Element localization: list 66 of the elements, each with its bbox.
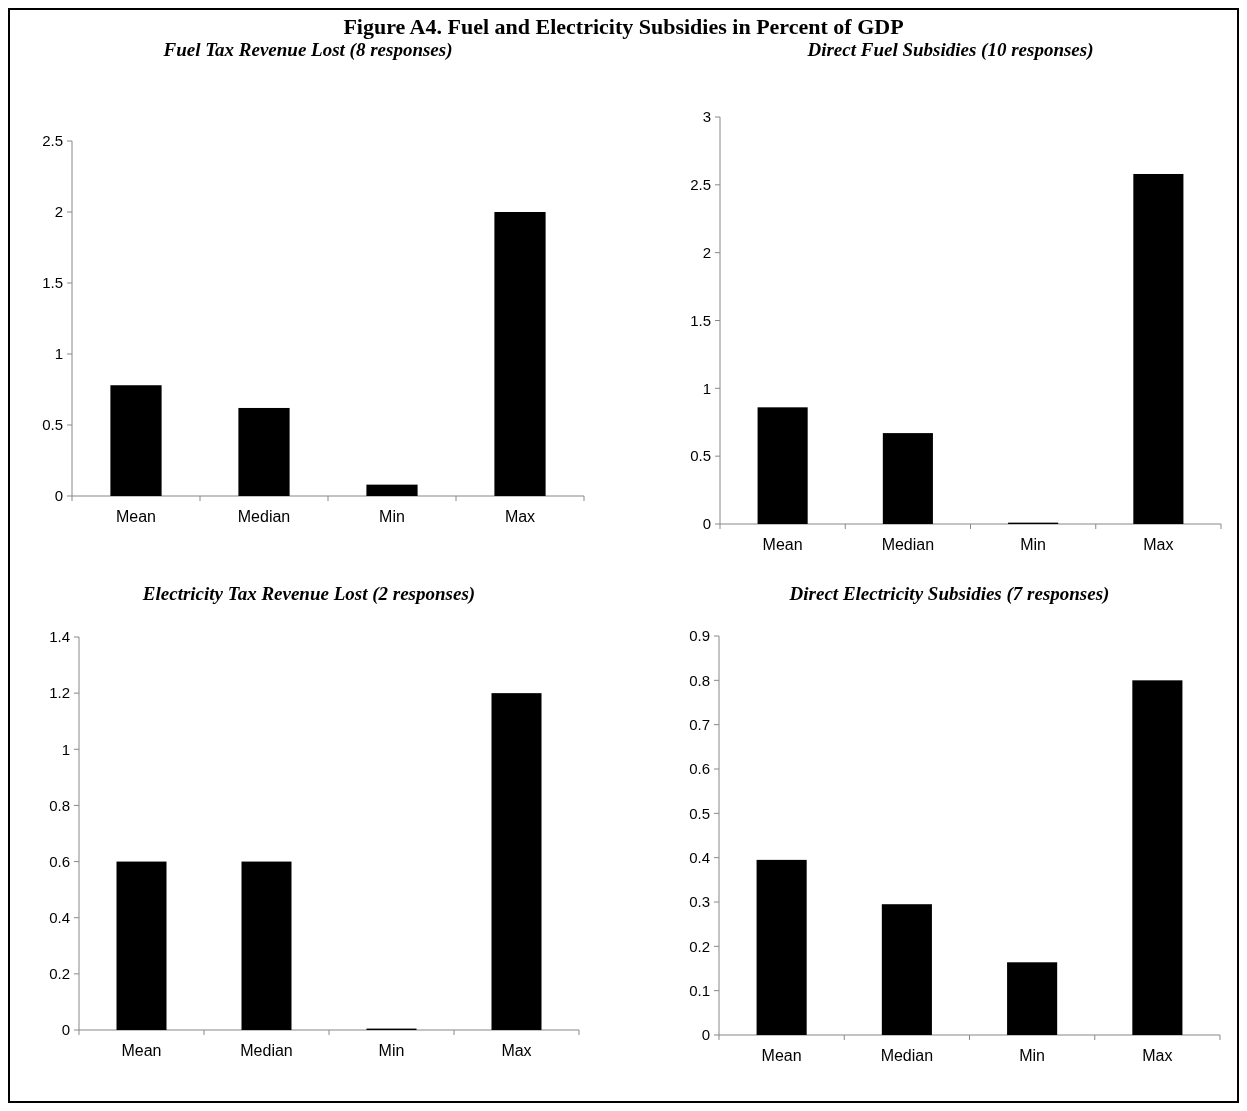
bar <box>110 385 162 496</box>
y-tick-label: 0.5 <box>42 416 63 434</box>
y-tick-label: 1.2 <box>49 684 70 702</box>
y-tick-label: 0.6 <box>49 852 70 870</box>
y-tick-label: 0.8 <box>689 671 710 689</box>
y-tick-label: 1 <box>54 345 63 363</box>
bar <box>757 407 808 524</box>
x-tick-label: Median <box>880 1047 934 1064</box>
x-tick-label: Mean <box>762 536 803 553</box>
x-tick-label: Max <box>1143 536 1174 553</box>
y-tick-label: 2 <box>702 243 711 261</box>
y-tick-label: 0.7 <box>689 715 710 733</box>
bar <box>491 693 542 1030</box>
x-tick-label: Min <box>379 508 405 525</box>
y-tick-label: 2.5 <box>42 132 63 150</box>
bar <box>1132 680 1183 1035</box>
x-tick-label: Mean <box>121 1042 162 1059</box>
y-tick-label: 0.5 <box>689 804 710 822</box>
bar <box>1133 173 1184 524</box>
y-tick-label: 0.6 <box>689 760 710 778</box>
y-tick-label: 0.5 <box>690 447 711 465</box>
chart-subtitle: Electricity Tax Revenue Lost (2 responses) <box>141 583 476 605</box>
y-tick-label: 1.5 <box>42 274 63 292</box>
y-tick-label: 0.4 <box>49 908 70 926</box>
chart-title: Figure A4. Fuel and Electricity Subsidies in Percent of GDP <box>343 14 904 39</box>
y-tick-label: 0.8 <box>49 796 70 814</box>
y-tick-label: 0 <box>54 487 63 505</box>
y-tick-label: 2 <box>54 203 63 221</box>
x-tick-label: Max <box>1142 1047 1173 1064</box>
x-tick-label: Min <box>378 1042 405 1059</box>
x-tick-label: Min <box>1019 1047 1046 1064</box>
y-tick-label: 0 <box>61 1021 70 1039</box>
bar <box>494 212 546 496</box>
bar <box>366 484 418 496</box>
x-tick-label: Median <box>240 1042 293 1059</box>
y-tick-label: 0.1 <box>689 981 710 999</box>
bar <box>882 433 933 524</box>
x-tick-label: Max <box>504 508 536 525</box>
y-tick-label: 0.3 <box>689 893 710 911</box>
bar <box>1007 962 1058 1035</box>
x-tick-label: Min <box>1020 536 1047 553</box>
y-tick-label: 0.2 <box>49 965 70 983</box>
chart-subtitle: Fuel Tax Revenue Lost (8 responses) <box>162 39 453 61</box>
x-tick-label: Mean <box>115 508 157 525</box>
bar <box>756 859 807 1035</box>
bar <box>881 904 932 1035</box>
x-tick-label: Median <box>237 508 291 525</box>
x-tick-label: Median <box>881 536 935 553</box>
chart-subtitle: Direct Fuel Subsidies (10 responses) <box>806 39 1094 61</box>
y-tick-label: 0.9 <box>689 627 710 645</box>
bar <box>116 861 167 1030</box>
y-tick-label: 2.5 <box>690 176 711 194</box>
x-tick-label: Mean <box>761 1047 802 1064</box>
y-tick-label: 3 <box>702 108 711 126</box>
y-tick-label: 1.4 <box>49 628 70 646</box>
y-tick-label: 0.2 <box>689 937 710 955</box>
y-tick-label: 1 <box>702 379 711 397</box>
x-tick-label: Max <box>501 1042 532 1059</box>
bar <box>238 407 290 496</box>
y-tick-label: 0 <box>701 1026 710 1044</box>
y-tick-label: 0 <box>702 515 711 533</box>
chart-subtitle: Direct Electricity Subsidies (7 responses) <box>788 583 1110 605</box>
y-tick-label: 0.4 <box>689 848 710 866</box>
y-tick-label: 1.5 <box>690 311 711 329</box>
y-tick-label: 1 <box>61 740 70 758</box>
bar <box>241 861 292 1030</box>
